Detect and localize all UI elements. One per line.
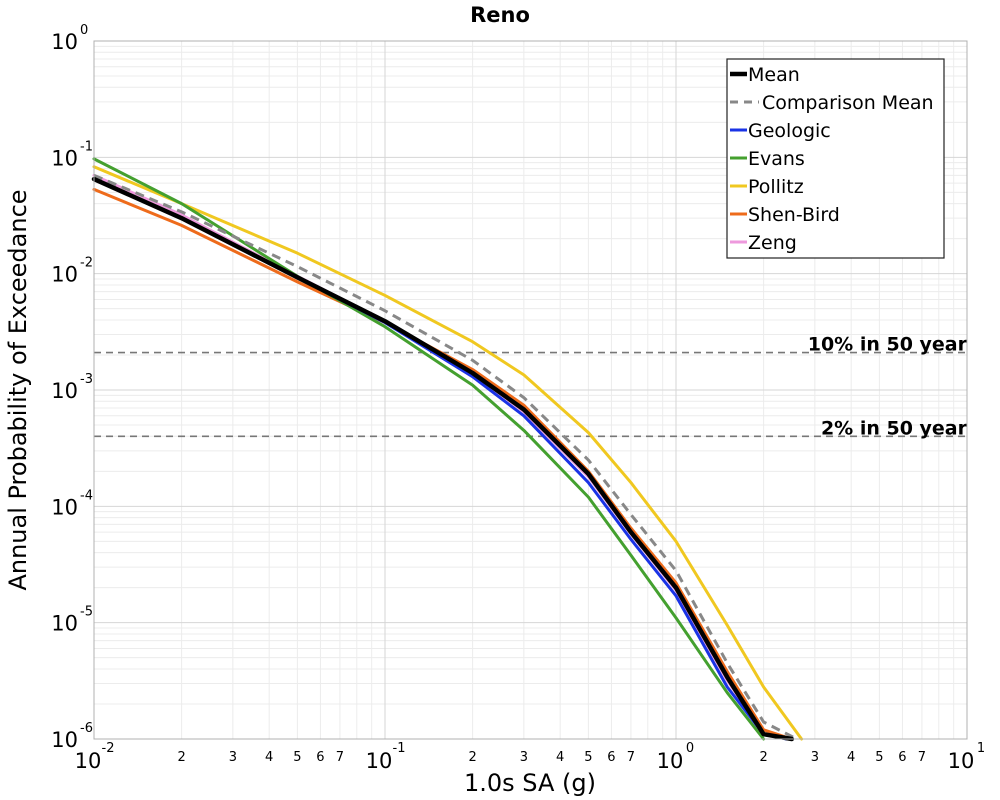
series-lines <box>91 157 804 742</box>
y-tick-exponent: -5 <box>80 605 93 620</box>
legend-label: Pollitz <box>748 176 804 198</box>
series-line-shen-bird <box>92 187 794 741</box>
y-tick-label: 10 <box>51 728 78 752</box>
x-minor-tick-label: 6 <box>898 750 906 765</box>
x-tick-label: 10 <box>948 749 975 773</box>
y-tick-label: 10 <box>51 495 78 519</box>
legend-label: Shen-Bird <box>748 204 840 226</box>
x-minor-tick-label: 7 <box>627 750 635 765</box>
y-tick-label: 10 <box>51 263 78 287</box>
y-tick-exponent: -2 <box>80 256 93 271</box>
x-minor-tick-label: 4 <box>556 750 564 765</box>
series-line-pollitz <box>92 165 804 741</box>
plot-frame <box>93 40 968 740</box>
series-line-comparison-mean <box>93 173 798 741</box>
legend: Mean Comparison Mean Geologic Evans Pollitz S… <box>726 58 945 259</box>
y-tick-exponent: -1 <box>80 139 93 154</box>
series-line-evans <box>92 157 766 741</box>
x-tick-exponent: 1 <box>977 741 985 756</box>
x-minor-tick-label: 2 <box>759 750 767 765</box>
reference-line-label: 2% in 50 year <box>821 417 968 439</box>
x-minor-tick-label: 7 <box>918 750 926 765</box>
x-minor-tick-label: 3 <box>520 750 528 765</box>
y-tick-exponent: -3 <box>80 372 93 387</box>
legend-box <box>726 58 945 259</box>
x-minor-tick-label: 5 <box>875 750 883 765</box>
legend-label: Comparison Mean <box>762 92 934 114</box>
legend-label: Zeng <box>748 232 797 254</box>
x-minor-tick-label: 5 <box>293 750 301 765</box>
x-minor-tick-label: 5 <box>584 750 592 765</box>
x-minor-tick-label: 6 <box>316 750 324 765</box>
x-minor-tick-label: 3 <box>229 750 237 765</box>
x-minor-tick-label: 3 <box>811 750 819 765</box>
series-line-mean <box>91 176 795 742</box>
y-tick-label: 10 <box>51 379 78 403</box>
x-tick-exponent: -1 <box>393 741 406 756</box>
x-minor-tick-label: 4 <box>847 750 855 765</box>
y-tick-exponent: -4 <box>80 488 93 503</box>
y-tick-exponent: 0 <box>80 23 88 38</box>
x-tick-exponent: 0 <box>686 741 694 756</box>
x-minor-tick-label: 2 <box>177 750 185 765</box>
legend-label: Geologic <box>748 120 831 142</box>
x-tick-label: 10 <box>75 749 102 773</box>
x-axis-label: 1.0s SA (g) <box>464 769 596 797</box>
y-tick-label: 10 <box>51 30 78 54</box>
x-minor-tick-label: 2 <box>468 750 476 765</box>
x-tick-label: 10 <box>657 749 684 773</box>
legend-label: Evans <box>748 148 805 170</box>
y-tick-label: 10 <box>51 612 78 636</box>
x-minor-tick-label: 4 <box>265 750 273 765</box>
x-tick-label: 10 <box>366 749 393 773</box>
y-tick-label: 10 <box>51 146 78 170</box>
x-minor-tick-label: 6 <box>607 750 615 765</box>
chart-title: Reno <box>470 3 530 27</box>
y-tick-exponent: -6 <box>80 721 93 736</box>
y-axis-label: Annual Probability of Exceedance <box>4 189 32 590</box>
x-tick-exponent: -2 <box>102 741 115 756</box>
reference-line-label: 10% in 50 year <box>808 334 968 356</box>
legend-label: Mean <box>748 64 800 86</box>
x-minor-tick-label: 7 <box>336 750 344 765</box>
